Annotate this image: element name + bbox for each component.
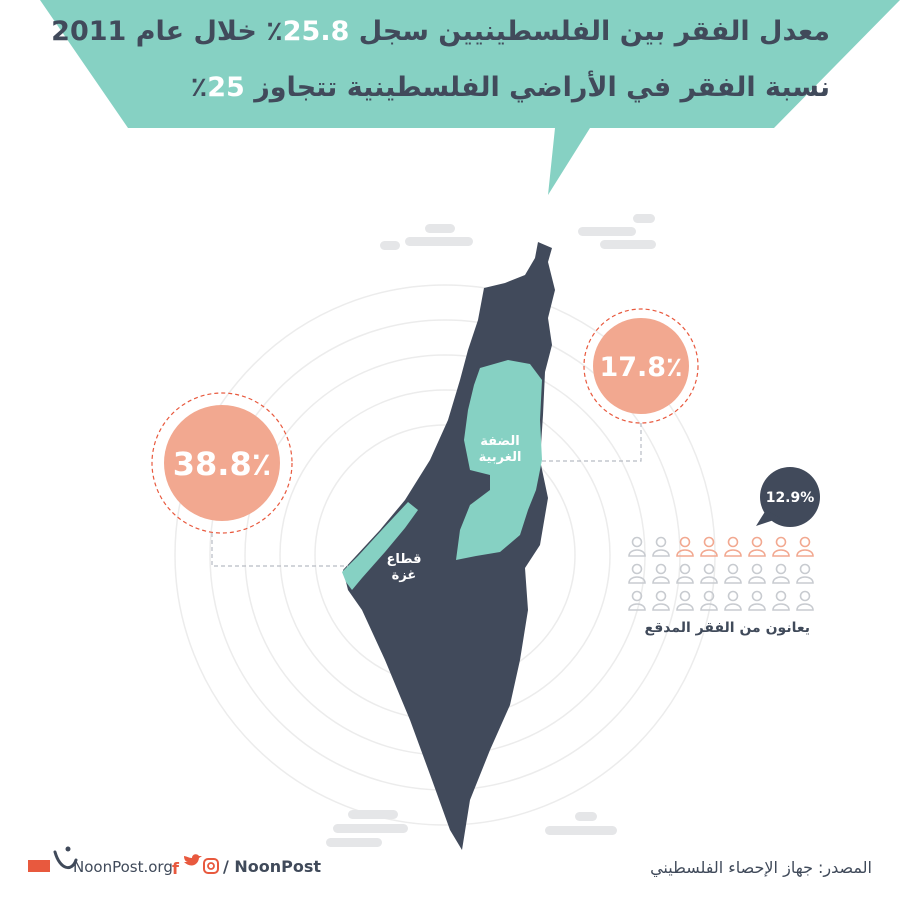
- person-icon: [700, 563, 718, 584]
- extreme-caption: يعانون من الفقر المدقع: [644, 620, 810, 636]
- person-icon: [628, 563, 646, 584]
- person-icon: [652, 536, 670, 557]
- social-handle: / NoonPost: [223, 857, 322, 876]
- person-icon: [796, 563, 814, 584]
- person-icon-highlighted: [700, 536, 718, 557]
- person-icon: [748, 590, 766, 611]
- person-icon: [796, 590, 814, 611]
- person-icon-highlighted: [772, 536, 790, 557]
- site-url: NoonPost.org: [73, 858, 173, 876]
- cloud-bars: [326, 214, 656, 847]
- extreme-stat-bubble: [760, 467, 820, 527]
- twitter-icon: [184, 854, 202, 866]
- svg-text:f: f: [172, 859, 180, 878]
- person-icon-highlighted: [748, 536, 766, 557]
- person-icon: [652, 563, 670, 584]
- person-icon: [772, 590, 790, 611]
- person-icon: [724, 590, 742, 611]
- person-icon: [700, 590, 718, 611]
- westbank-label: الضفة الغربية: [478, 434, 522, 465]
- extreme-stat-value: 12.9%: [765, 490, 815, 506]
- instagram-icon: [203, 858, 219, 874]
- gaza-stat-circle: [164, 405, 280, 521]
- person-icon-highlighted: [724, 536, 742, 557]
- gaza-stat-value: 38.8٪: [172, 445, 272, 483]
- person-icon: [676, 563, 694, 584]
- person-icon: [628, 536, 646, 557]
- person-icon: [748, 563, 766, 584]
- gaza-stat-circle-outline: [151, 392, 293, 534]
- map-gaza: [342, 502, 418, 590]
- source-credit: المصدر: جهاز الإحصاء الفلسطيني: [650, 858, 872, 877]
- person-icon-highlighted: [676, 536, 694, 557]
- gaza-label: قطاع غزة: [386, 552, 422, 583]
- person-icon: [652, 590, 670, 611]
- person-icon: [676, 590, 694, 611]
- gaza-connector: [211, 533, 348, 567]
- map-westbank: [456, 360, 542, 560]
- westbank-connector: [542, 423, 642, 462]
- facebook-icon: f: [172, 859, 180, 878]
- headline-line-1: معدل الفقر بين الفلسطينيين سجل 25.8٪ خلا…: [51, 16, 830, 47]
- people-icon-grid: [628, 536, 814, 611]
- headline-line-2: نسبة الفقر في الأراضي الفلسطينية تتجاوز …: [190, 72, 830, 103]
- person-icon: [628, 590, 646, 611]
- person-icon: [724, 563, 742, 584]
- westbank-stat-circle: [593, 318, 689, 414]
- westbank-stat-circle-outline: [583, 308, 699, 424]
- person-icon: [772, 563, 790, 584]
- person-icon-highlighted: [796, 536, 814, 557]
- westbank-stat-value: 17.8٪: [599, 352, 683, 383]
- noonpost-logo: [28, 846, 78, 872]
